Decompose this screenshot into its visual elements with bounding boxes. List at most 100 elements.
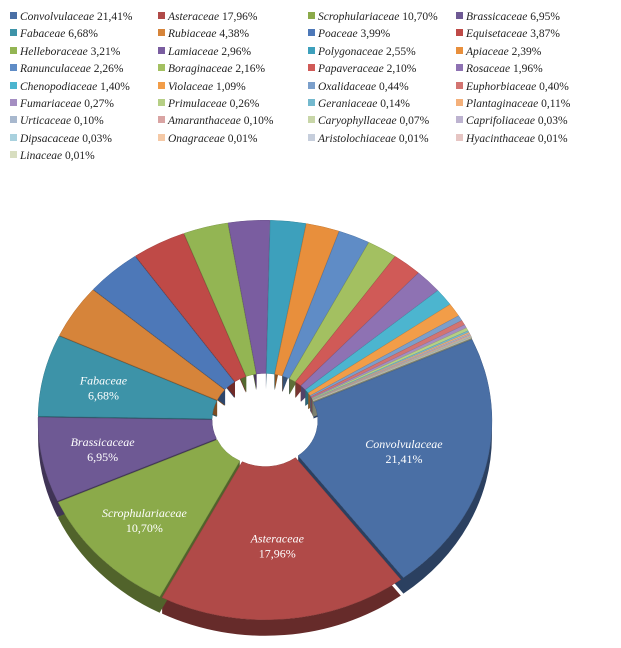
legend-item: Linaceae 0,01% (10, 149, 95, 163)
legend-value: 2,55% (383, 45, 416, 58)
legend-item: Boraginaceae 2,16% (158, 62, 265, 76)
legend-swatch (308, 116, 315, 124)
slice-lamiaceae (227, 220, 270, 375)
legend-value: 0,44% (376, 80, 409, 93)
legend-label: Boraginaceae (168, 63, 233, 76)
legend-swatch (10, 64, 17, 72)
legend-label: Urticaceae (20, 115, 72, 128)
slice-linaceae (312, 337, 473, 402)
legend-label: Lamiaceae (168, 45, 219, 58)
slice-papaveraceae (295, 256, 419, 386)
legend-swatch (10, 29, 17, 37)
legend-swatch (158, 12, 165, 19)
legend-item: Geraniaceae 0,14% (308, 97, 410, 111)
legend-item: Plantaginaceae 0,11% (456, 97, 570, 111)
slice-ranunculaceae (282, 230, 369, 379)
legend-value: 0,03% (535, 115, 568, 128)
legend-item: Brassicaceae 6,95% (456, 10, 560, 24)
legend-swatch (308, 99, 315, 106)
legend-label: Fumariaceae (20, 98, 82, 110)
legend-item: Asteraceae 17,96% (158, 10, 257, 24)
slice-apiaceae (274, 223, 340, 377)
legend-label: Asteraceae (168, 11, 220, 23)
legend-swatch (456, 12, 463, 19)
legend-label: Caprifoliaceae (466, 115, 535, 128)
legend-item: Lamiaceae 2,96% (158, 45, 251, 59)
legend-label: Amaranthaceae (168, 115, 241, 128)
legend-label: Rubiaceae (168, 28, 217, 41)
legend-label: Fabaceae (20, 28, 66, 41)
slice-label-value: 21,41% (385, 452, 422, 466)
slice-tops (37, 220, 493, 620)
legend-label: Geraniaceae (318, 98, 378, 110)
slice-rosaceae (300, 272, 439, 390)
slice-rubiaceae (59, 289, 225, 401)
legend-swatch (10, 81, 17, 89)
legend-swatch (456, 64, 463, 72)
legend-swatch (308, 46, 315, 54)
legend-value: 0,01% (534, 132, 568, 145)
legend-value: 3,87% (527, 28, 560, 41)
legend-item: Polygonaceae 2,55% (308, 45, 416, 59)
legend-item: Caryophyllaceae 0,07% (308, 114, 429, 128)
slice-label-name: Scrophulariaceae (102, 506, 188, 520)
legend-item: Ranunculaceae 2,26% (10, 62, 123, 76)
legend-item: Poaceae 3,99% (308, 27, 390, 41)
legend-item: Aristolochiaceae 0,01% (308, 132, 429, 146)
legend-value: 0,03% (79, 132, 112, 145)
legend-label: Brassicaceae (466, 11, 528, 23)
legend-value: 0,40% (536, 80, 569, 93)
slice-label-name: Asteraceae (250, 532, 305, 546)
legend-swatch (10, 12, 17, 19)
slice-label-value: 17,96% (259, 547, 296, 561)
legend-item: Onagraceae 0,01% (158, 132, 257, 146)
legend-swatch (456, 116, 463, 124)
legend-item: Hyacinthaceae 0,01% (456, 132, 568, 146)
legend-swatch (456, 81, 463, 89)
legend-value: 0,07% (396, 115, 430, 128)
legend-value: 4,38% (216, 28, 250, 41)
legend-label: Apiaceae (466, 45, 509, 58)
legend-item: Apiaceae 2,39% (456, 45, 541, 59)
legend-swatch (10, 151, 17, 159)
legend-value: 17,96% (219, 11, 258, 23)
legend-label: Onagraceae (168, 132, 225, 145)
legend-item: Fumariaceae 0,27% (10, 97, 114, 111)
slice-asteraceae (161, 457, 402, 620)
legend-value: 0,26% (226, 98, 260, 110)
slice-label: Fabaceae 6,68% (79, 373, 128, 402)
legend-value: 0,01% (395, 132, 429, 145)
legend-value: 0,27% (81, 98, 114, 110)
slice-helleboraceae (183, 222, 257, 377)
legend-value: 0,14% (377, 98, 410, 110)
legend-value: 2,16% (232, 63, 266, 76)
legend-item: Papaveraceae 2,10% (308, 62, 416, 76)
legend-item: Euphorbiaceae 0,40% (456, 80, 569, 94)
legend-swatch (158, 64, 165, 72)
legend-label: Primulaceae (168, 98, 227, 110)
legend-label: Linaceae (20, 150, 63, 163)
legend-value: 3,99% (357, 28, 391, 41)
legend-swatch (308, 81, 315, 89)
legend-item: Dipsacaceae 0,03% (10, 132, 112, 146)
legend-value: 0,10% (71, 115, 104, 128)
legend-swatch (456, 46, 463, 54)
slice-side-scrophulariaceae (58, 439, 240, 613)
legend-item: Equisetaceae 3,87% (456, 27, 560, 41)
legend-label: Hyacinthaceae (466, 132, 535, 145)
legend-value: 0,01% (62, 150, 95, 163)
legend-swatch (456, 99, 463, 106)
slice-side-brassicaceae (38, 417, 217, 517)
slice-label: Convolvulaceae 21,41% (365, 437, 443, 466)
slice-polygonaceae (266, 220, 307, 375)
legend-value: 2,39% (508, 45, 542, 58)
legend-value: 2,26% (90, 63, 124, 76)
legend-item: Oxalidaceae 0,44% (308, 80, 409, 94)
legend-value: 1,96% (510, 63, 543, 76)
legend-item: Violaceae 1,09% (158, 80, 246, 94)
legend-item: Chenopodiaceae 1,40% (10, 80, 130, 94)
slice-convolvulaceae (297, 339, 493, 578)
legend-label: Aristolochiaceae (318, 132, 396, 145)
legend-swatch (456, 29, 463, 37)
